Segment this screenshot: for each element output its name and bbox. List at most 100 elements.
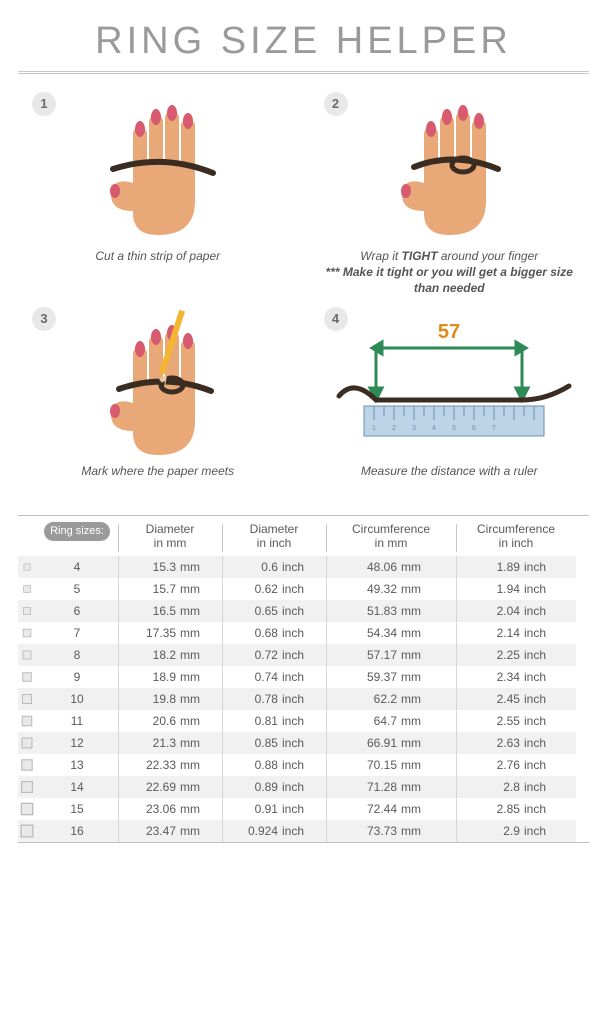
svg-text:6: 6 bbox=[472, 425, 476, 432]
size-value: 16 bbox=[36, 820, 118, 842]
step-badge: 2 bbox=[324, 92, 348, 116]
caption-bold: TIGHT bbox=[402, 249, 438, 263]
size-marker bbox=[18, 688, 36, 710]
cell: 0.74inch bbox=[222, 666, 326, 688]
table-bottom-rule bbox=[18, 842, 589, 843]
step-1-illustration bbox=[18, 88, 298, 248]
size-value: 7 bbox=[36, 622, 118, 644]
cell: 0.85inch bbox=[222, 732, 326, 754]
size-marker bbox=[18, 600, 36, 622]
cell: 23.47mm bbox=[118, 820, 222, 842]
cell: 0.68inch bbox=[222, 622, 326, 644]
svg-text:5: 5 bbox=[452, 425, 456, 432]
cell: 57.17mm bbox=[326, 644, 456, 666]
svg-text:1: 1 bbox=[372, 425, 376, 432]
cell: 72.44mm bbox=[326, 798, 456, 820]
size-value: 6 bbox=[36, 600, 118, 622]
cell: 49.32mm bbox=[326, 578, 456, 600]
cell: 0.924inch bbox=[222, 820, 326, 842]
cell: 0.65inch bbox=[222, 600, 326, 622]
cell: 0.6inch bbox=[222, 556, 326, 578]
steps-grid: 1 bbox=[18, 88, 589, 507]
cell: 64.7mm bbox=[326, 710, 456, 732]
header-col-1: Diameterin inch bbox=[222, 516, 326, 557]
cell: 62.2mm bbox=[326, 688, 456, 710]
hand-icon bbox=[83, 93, 233, 243]
cell: 0.88inch bbox=[222, 754, 326, 776]
cell: 22.69mm bbox=[118, 776, 222, 798]
size-value: 9 bbox=[36, 666, 118, 688]
hand-mark-icon bbox=[83, 303, 233, 463]
dimension-arrow-icon bbox=[370, 342, 528, 400]
cell: 0.89inch bbox=[222, 776, 326, 798]
step-badge: 4 bbox=[324, 307, 348, 331]
size-value: 12 bbox=[36, 732, 118, 754]
svg-text:4: 4 bbox=[432, 425, 436, 432]
size-marker bbox=[18, 732, 36, 754]
header-col-2: Circumferencein mm bbox=[326, 516, 456, 557]
size-value: 10 bbox=[36, 688, 118, 710]
measurement-value: 57 bbox=[438, 321, 460, 343]
cell: 0.62inch bbox=[222, 578, 326, 600]
step-badge: 3 bbox=[32, 307, 56, 331]
size-value: 4 bbox=[36, 556, 118, 578]
cell: 48.06mm bbox=[326, 556, 456, 578]
ring-size-helper-page: RING SIZE HELPER 1 bbox=[0, 0, 607, 853]
cell: 0.91inch bbox=[222, 798, 326, 820]
size-value: 14 bbox=[36, 776, 118, 798]
size-marker bbox=[18, 666, 36, 688]
size-value: 15 bbox=[36, 798, 118, 820]
step-2-caption: Wrap it TIGHT around your finger *** Mak… bbox=[310, 248, 590, 297]
header-spacer bbox=[18, 516, 36, 557]
size-value: 8 bbox=[36, 644, 118, 666]
size-value: 13 bbox=[36, 754, 118, 776]
cell: 2.25inch bbox=[456, 644, 576, 666]
cell: 16.5mm bbox=[118, 600, 222, 622]
cell: 22.33mm bbox=[118, 754, 222, 776]
header-col-0: Diameterin mm bbox=[118, 516, 222, 557]
cell: 17.35mm bbox=[118, 622, 222, 644]
cell: 59.37mm bbox=[326, 666, 456, 688]
cell: 70.15mm bbox=[326, 754, 456, 776]
caption-note: *** Make it tight or you will get a bigg… bbox=[320, 264, 580, 296]
cell: 2.85inch bbox=[456, 798, 576, 820]
step-4-caption: Measure the distance with a ruler bbox=[310, 463, 590, 507]
svg-text:2: 2 bbox=[392, 425, 396, 432]
cell: 54.34mm bbox=[326, 622, 456, 644]
size-value: 11 bbox=[36, 710, 118, 732]
header-col-3: Circumferencein inch bbox=[456, 516, 576, 557]
cell: 15.7mm bbox=[118, 578, 222, 600]
cell: 2.34inch bbox=[456, 666, 576, 688]
page-title: RING SIZE HELPER bbox=[18, 20, 589, 63]
ruler-measure-icon: 57 bbox=[324, 308, 574, 458]
cell: 1.94inch bbox=[456, 578, 576, 600]
cell: 0.78inch bbox=[222, 688, 326, 710]
cell: 18.2mm bbox=[118, 644, 222, 666]
caption-tail: around your finger bbox=[438, 249, 539, 263]
size-marker bbox=[18, 798, 36, 820]
step-2: 2 bbox=[310, 88, 590, 297]
cell: 66.91mm bbox=[326, 732, 456, 754]
cell: 2.04inch bbox=[456, 600, 576, 622]
step-4: 4 57 bbox=[310, 303, 590, 507]
step-1-caption: Cut a thin strip of paper bbox=[18, 248, 298, 292]
step-4-illustration: 57 bbox=[310, 303, 590, 463]
cell: 73.73mm bbox=[326, 820, 456, 842]
step-1: 1 bbox=[18, 88, 298, 297]
cell: 23.06mm bbox=[118, 798, 222, 820]
ring-size-table: Ring sizes:Diameterin mmDiameterin inchC… bbox=[18, 515, 589, 844]
cell: 2.14inch bbox=[456, 622, 576, 644]
title-divider bbox=[18, 71, 589, 74]
cell: 2.63inch bbox=[456, 732, 576, 754]
size-marker bbox=[18, 710, 36, 732]
cell: 2.45inch bbox=[456, 688, 576, 710]
step-3-caption: Mark where the paper meets bbox=[18, 463, 298, 507]
cell: 19.8mm bbox=[118, 688, 222, 710]
size-marker bbox=[18, 820, 36, 842]
cell: 2.9inch bbox=[456, 820, 576, 842]
cell: 51.83mm bbox=[326, 600, 456, 622]
svg-text:7: 7 bbox=[492, 425, 496, 432]
cell: 0.72inch bbox=[222, 644, 326, 666]
cell: 18.9mm bbox=[118, 666, 222, 688]
size-marker bbox=[18, 644, 36, 666]
